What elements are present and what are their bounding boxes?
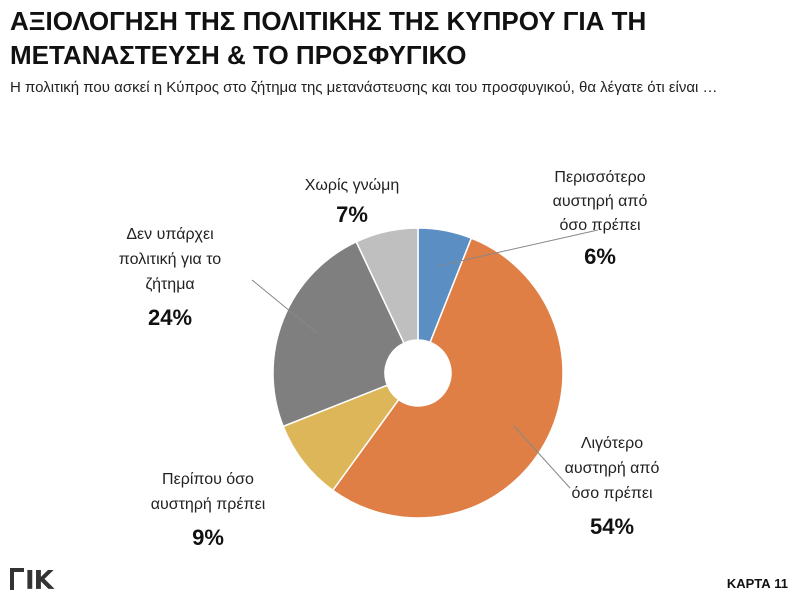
slice-2: [331, 237, 564, 519]
slice-2-label-line: Λιγότερο: [581, 435, 643, 452]
slice-2-value-label: 54%: [590, 514, 634, 539]
slice-4: [272, 240, 405, 428]
leader-lines-layer: [251, 229, 599, 489]
slice-5-value-label: 7%: [336, 202, 368, 227]
slice-1-value-label: 6%: [584, 244, 616, 269]
leader-line-1: [438, 229, 599, 267]
card-label: ΚΑΡΤΑ 11: [726, 576, 788, 591]
slice-1-label-line: Περισσότερο: [554, 169, 645, 186]
slice-2-label-line: όσο πρέπει: [571, 485, 653, 502]
slice-4-label-line: Δεν υπάρχει: [126, 226, 214, 243]
slice-2-label-line: αυστηρή από: [565, 460, 660, 477]
leader-line-2: [513, 425, 571, 489]
slice-3-label-line: Περίπου όσο: [162, 471, 254, 488]
slice-4-label-line: ζήτημα: [145, 276, 194, 293]
pik-logo: ΙΚ: [10, 566, 54, 596]
slice-3: [282, 384, 400, 492]
slice-3-label-line: αυστηρή πρέπει: [151, 496, 266, 513]
slice-4-value-label: 24%: [148, 305, 192, 330]
slices-layer: [272, 227, 564, 519]
labels-layer: Περισσότερο αυστηρή από όσο πρέπει 6% Λιγότε…: [119, 169, 660, 550]
slice-3-value-label: 9%: [192, 525, 224, 550]
leader-line-4: [251, 279, 317, 334]
chart-subtitle: Η πολιτική που ασκεί η Κύπρος στο ζήτημα…: [10, 79, 718, 96]
logo-text: ΙΚ: [25, 566, 54, 596]
slice-5-label-line: Χωρίς γνώμη: [305, 177, 400, 194]
slice-1-label-line: αυστηρή από: [553, 193, 648, 210]
chart-title: ΑΞΙΟΛΟΓΗΣΗ ΤΗΣ ΠΟΛΙΤΙΚΗΣ ΤΗΣ ΚΥΠΡΟΥ ΓΙΑ …: [10, 6, 647, 70]
slice-1-label-line: όσο πρέπει: [559, 217, 641, 234]
slice-4-label-line: πολιτική για το: [119, 251, 222, 268]
slice-5: [355, 227, 419, 345]
